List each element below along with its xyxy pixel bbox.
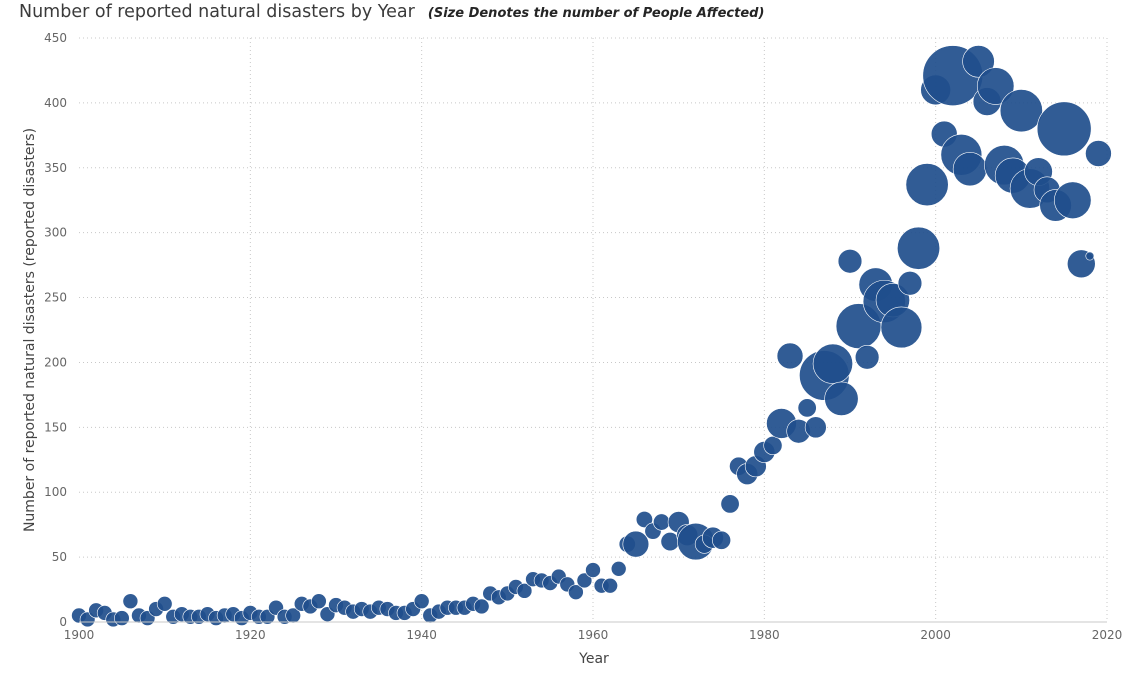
data-point[interactable] bbox=[602, 577, 618, 594]
data-point[interactable] bbox=[473, 598, 490, 615]
data-point[interactable] bbox=[897, 226, 941, 270]
x-tick-label: 1960 bbox=[578, 628, 609, 642]
data-point[interactable] bbox=[568, 584, 584, 600]
x-tick-label: 2000 bbox=[920, 628, 951, 642]
x-tick-label: 1920 bbox=[235, 628, 266, 642]
y-tick-label: 300 bbox=[44, 226, 67, 240]
data-point[interactable] bbox=[854, 345, 880, 370]
y-axis-title: Number of reported natural disasters (re… bbox=[22, 128, 38, 532]
y-tick-label: 150 bbox=[44, 420, 67, 434]
data-point[interactable] bbox=[897, 271, 923, 296]
x-tick-label: 1940 bbox=[406, 628, 437, 642]
data-point[interactable] bbox=[585, 562, 601, 578]
data-point[interactable] bbox=[114, 610, 130, 626]
data-point[interactable] bbox=[1036, 101, 1092, 157]
x-tick-label: 2020 bbox=[1092, 628, 1123, 642]
chart-subtitle: (Size Denotes the number of People Affec… bbox=[427, 6, 765, 21]
chart-title: Number of reported natural disasters by … bbox=[19, 2, 415, 22]
data-point[interactable] bbox=[516, 583, 533, 599]
y-tick-label: 100 bbox=[44, 485, 67, 499]
data-point[interactable] bbox=[311, 593, 327, 610]
y-tick-label: 250 bbox=[44, 291, 67, 305]
data-point[interactable] bbox=[622, 530, 650, 558]
y-tick-label: 400 bbox=[44, 96, 67, 110]
data-point[interactable] bbox=[837, 249, 863, 274]
data-point[interactable] bbox=[804, 416, 827, 439]
x-tick-label: 1980 bbox=[749, 628, 780, 642]
data-point[interactable] bbox=[711, 530, 731, 550]
y-tick-label: 50 bbox=[52, 550, 67, 564]
y-tick-label: 200 bbox=[44, 355, 67, 369]
data-point[interactable] bbox=[797, 398, 817, 418]
data-point[interactable] bbox=[952, 151, 988, 187]
data-point[interactable] bbox=[720, 494, 740, 514]
axes: 0 50 100 150 200 250 300 350 400 450 1900 1920 1940 1… bbox=[44, 31, 1122, 642]
data-point[interactable] bbox=[1085, 251, 1095, 261]
data-point[interactable] bbox=[122, 593, 139, 610]
data-point[interactable] bbox=[776, 342, 804, 370]
data-point[interactable] bbox=[812, 343, 853, 384]
y-tick-label: 0 bbox=[59, 615, 67, 629]
x-tick-label: 1900 bbox=[64, 628, 95, 642]
data-point[interactable] bbox=[976, 67, 1015, 105]
data-point[interactable] bbox=[156, 596, 173, 612]
data-point[interactable] bbox=[635, 510, 653, 528]
data-point[interactable] bbox=[999, 89, 1043, 133]
data-point[interactable] bbox=[1054, 181, 1092, 219]
data-point[interactable] bbox=[962, 45, 995, 78]
data-point[interactable] bbox=[653, 513, 671, 531]
data-point[interactable] bbox=[576, 572, 593, 589]
y-tick-label: 350 bbox=[44, 161, 67, 175]
data-point[interactable] bbox=[610, 560, 627, 577]
data-point[interactable] bbox=[1085, 140, 1112, 167]
y-tick-label: 450 bbox=[44, 31, 67, 45]
x-axis-title: Year bbox=[578, 651, 609, 667]
chart-header: Number of reported natural disasters by … bbox=[19, 2, 764, 22]
data-point[interactable] bbox=[880, 306, 923, 349]
data-point[interactable] bbox=[905, 163, 949, 207]
data-point[interactable] bbox=[413, 593, 430, 610]
data-point[interactable] bbox=[285, 607, 301, 624]
data-point[interactable] bbox=[824, 381, 859, 416]
data-points bbox=[71, 45, 1112, 628]
data-point[interactable] bbox=[763, 436, 783, 456]
